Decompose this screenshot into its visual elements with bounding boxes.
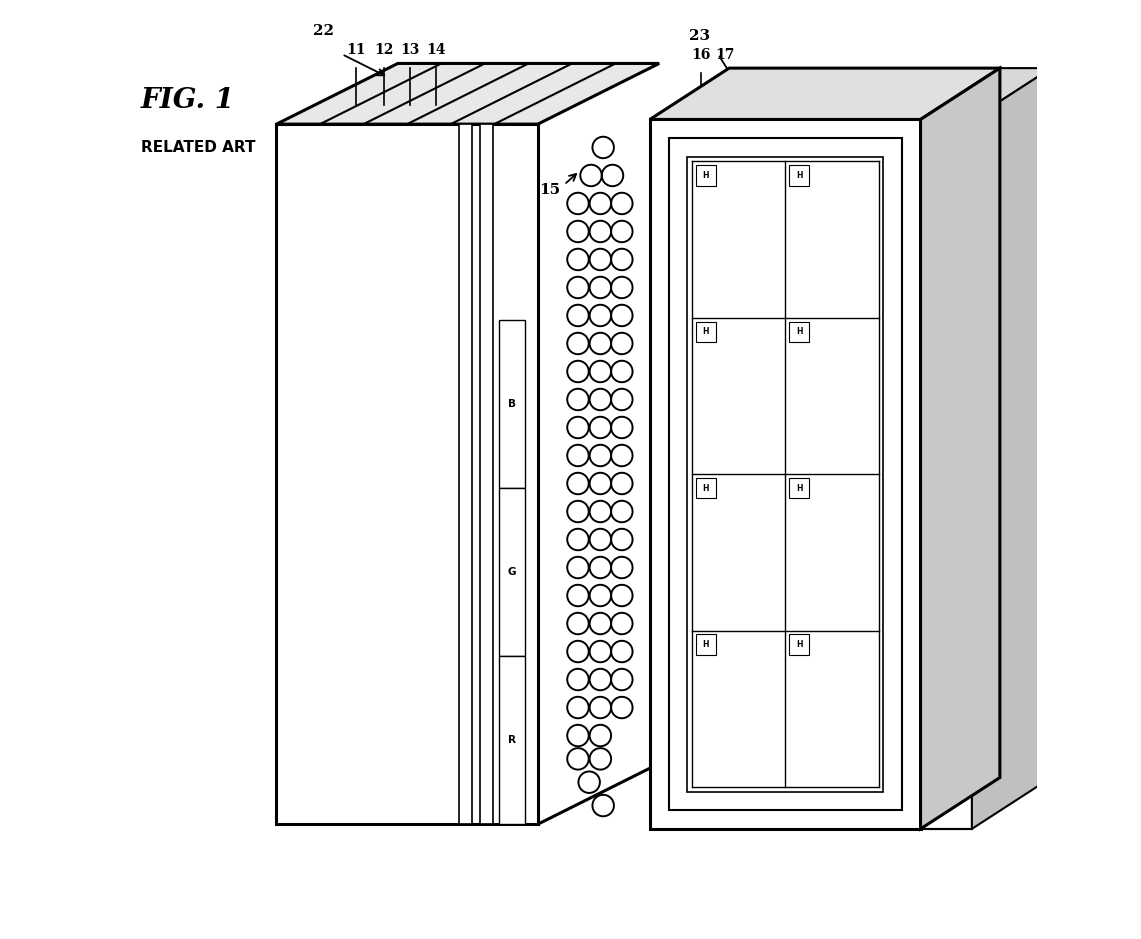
Text: 14: 14: [427, 43, 446, 57]
Polygon shape: [276, 124, 537, 824]
Text: 12: 12: [374, 43, 394, 57]
Bar: [499, 320, 525, 488]
Text: H: H: [703, 328, 709, 336]
Polygon shape: [276, 64, 659, 124]
Text: H: H: [796, 640, 802, 649]
Text: FIG. 1: FIG. 1: [141, 87, 235, 115]
Bar: [499, 656, 525, 824]
Text: 23: 23: [689, 29, 710, 43]
Bar: [499, 488, 525, 656]
Text: R: R: [508, 735, 516, 746]
Text: 15: 15: [540, 183, 560, 197]
Text: 11: 11: [346, 43, 365, 57]
Text: 17: 17: [714, 48, 734, 62]
Text: 16: 16: [691, 48, 711, 62]
Text: 19: 19: [944, 425, 963, 439]
Text: H: H: [703, 484, 709, 493]
Text: 18: 18: [892, 659, 912, 673]
Text: B: B: [508, 399, 516, 409]
Bar: [788, 165, 809, 186]
Polygon shape: [702, 69, 1051, 119]
Polygon shape: [650, 119, 921, 829]
Text: H: H: [703, 640, 709, 649]
Bar: [696, 165, 717, 186]
Polygon shape: [702, 119, 972, 829]
Polygon shape: [921, 69, 1000, 829]
Text: H: H: [796, 171, 802, 180]
Bar: [788, 321, 809, 342]
Bar: [480, 124, 493, 824]
Text: 13: 13: [400, 43, 420, 57]
Bar: [696, 634, 717, 654]
Text: H: H: [703, 171, 709, 180]
Text: 21: 21: [915, 571, 934, 584]
Bar: [687, 157, 883, 792]
Text: 20: 20: [962, 500, 981, 515]
Polygon shape: [650, 69, 1000, 119]
Bar: [788, 478, 809, 499]
Text: G: G: [508, 567, 516, 577]
Bar: [696, 321, 717, 342]
Text: RELATED ART: RELATED ART: [141, 140, 256, 155]
Polygon shape: [972, 69, 1051, 829]
Text: H: H: [796, 328, 802, 336]
Bar: [788, 634, 809, 654]
Bar: [669, 138, 901, 810]
Bar: [460, 124, 472, 824]
Text: H: H: [796, 484, 802, 493]
Text: 22: 22: [313, 24, 333, 38]
Bar: [696, 478, 717, 499]
